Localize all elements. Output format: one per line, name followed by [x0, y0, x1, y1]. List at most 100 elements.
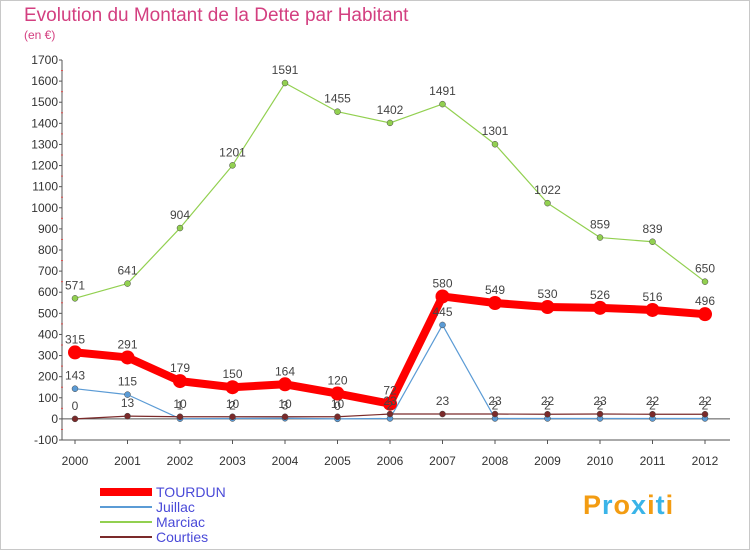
data-point-courties — [334, 413, 341, 421]
data-point-courties — [596, 410, 604, 418]
y-tick-label: 1600 — [31, 74, 58, 88]
data-labels-tourdun: 315 291 179 150 164 120 72 580 549 530 526 516 496 — [65, 276, 715, 397]
y-tick-label: -100 — [34, 433, 58, 447]
data-label-tourdun: 291 — [117, 337, 137, 351]
data-label-juillac: 2 — [597, 398, 604, 412]
y-tick-label: 100 — [38, 391, 58, 405]
data-label-courties: 22 — [646, 394, 660, 408]
y-tick-label: 400 — [38, 327, 58, 341]
data-label-juillac: 143 — [65, 369, 85, 383]
data-point-marciac — [491, 140, 499, 148]
data-label-courties: 10 — [331, 397, 345, 411]
data-point-marciac — [701, 278, 709, 285]
x-tick-label: 2008 — [482, 454, 509, 468]
data-point-marciac — [386, 119, 394, 127]
data-point-marciac — [176, 224, 184, 232]
y-tick-label: 1500 — [31, 95, 58, 109]
data-label-juillac: 2 — [229, 398, 236, 412]
data-point-tourdun — [593, 300, 607, 315]
data-labels-courties: 0 13 10 10 10 10 23 23 23 22 23 22 22 — [72, 394, 712, 413]
data-label-courties: 10 — [173, 397, 187, 411]
legend-label: Marciac — [156, 514, 205, 530]
y-tick-label: 300 — [38, 349, 58, 363]
x-tick-label: 2012 — [692, 454, 719, 468]
data-label-courties: 23 — [488, 394, 502, 408]
data-point-tourdun — [488, 295, 502, 310]
data-point-marciac — [124, 280, 131, 287]
data-label-marciac: 859 — [590, 218, 610, 232]
data-point-tourdun — [225, 380, 240, 395]
data-label-tourdun: 530 — [537, 287, 557, 301]
chart-title: Evolution du Montant de la Dette par Hab… — [24, 5, 409, 26]
legend-label: Juillac — [156, 499, 195, 515]
data-point-courties — [281, 413, 289, 421]
data-point-tourdun — [120, 350, 135, 365]
proxiti-logo: Proxiti — [583, 490, 674, 521]
chart-unit-label: (en €) — [24, 28, 56, 42]
data-label-courties: 23 — [593, 394, 607, 408]
series-courties — [71, 410, 709, 423]
data-point-marciac — [596, 234, 604, 241]
data-point-tourdun — [278, 377, 292, 392]
data-label-marciac: 1491 — [429, 84, 456, 98]
data-point-courties — [176, 413, 184, 421]
y-tick-label: 700 — [38, 264, 58, 278]
data-labels-marciac: 571 641 904 1201 1591 1455 1402 1491 1301 1022 859… — [65, 63, 715, 292]
data-label-marciac: 641 — [117, 264, 137, 278]
data-label-marciac: 1591 — [272, 63, 299, 77]
data-label-juillac: 2 — [387, 398, 394, 412]
y-tick-label: 900 — [38, 222, 58, 236]
data-label-tourdun: 120 — [327, 374, 347, 388]
data-label-courties: 10 — [226, 397, 240, 411]
data-point-tourdun — [540, 300, 555, 314]
data-point-courties — [229, 413, 236, 421]
legend-label: TOURDUN — [156, 484, 226, 500]
data-point-tourdun — [68, 345, 82, 360]
data-point-courties — [701, 410, 709, 418]
data-label-tourdun: 526 — [590, 288, 610, 302]
data-point-marciac — [281, 79, 289, 87]
data-label-courties: 23 — [436, 394, 450, 408]
data-point-courties — [386, 410, 394, 418]
x-tick-label: 2004 — [272, 454, 299, 468]
y-tick-label: 200 — [38, 370, 58, 384]
x-tick-label: 2003 — [219, 454, 246, 468]
y-tick-label: 800 — [38, 243, 58, 257]
data-label-tourdun: 72 — [383, 384, 397, 398]
data-point-marciac — [229, 162, 236, 169]
y-tick-label: 1000 — [31, 201, 58, 215]
series-tourdun — [68, 289, 712, 411]
data-label-tourdun: 549 — [485, 283, 505, 297]
x-tick-label: 2010 — [587, 454, 614, 468]
data-label-juillac: 1 — [177, 399, 184, 413]
data-label-courties: 0 — [72, 399, 79, 413]
data-point-courties — [491, 410, 499, 418]
data-point-marciac — [439, 100, 446, 108]
data-label-juillac: 3 — [282, 398, 289, 412]
logo-letter: o — [613, 490, 632, 520]
x-tick-label: 2000 — [62, 454, 89, 468]
data-label-courties: 10 — [278, 397, 292, 411]
data-label-juillac: 2 — [649, 398, 656, 412]
logo-letter: i — [647, 490, 656, 520]
data-point-courties — [649, 410, 656, 418]
data-label-marciac: 839 — [642, 222, 662, 236]
x-tick-label: 2006 — [377, 454, 404, 468]
logo-letter: P — [583, 490, 603, 520]
data-point-courties — [124, 412, 131, 420]
data-label-tourdun: 315 — [65, 332, 85, 346]
data-label-juillac: 445 — [432, 305, 452, 319]
data-point-marciac — [649, 238, 656, 246]
y-tick-label: 1300 — [31, 137, 58, 151]
data-point-courties — [439, 410, 446, 418]
data-point-juillac — [439, 321, 446, 329]
data-label-juillac: 115 — [118, 375, 137, 389]
data-point-marciac — [544, 199, 551, 207]
x-tick-label: 2011 — [640, 454, 666, 468]
data-label-marciac: 1402 — [377, 103, 404, 117]
x-tick-label: 2007 — [429, 454, 456, 468]
data-label-juillac: 2 — [702, 398, 709, 412]
data-label-courties: 23 — [383, 394, 397, 408]
